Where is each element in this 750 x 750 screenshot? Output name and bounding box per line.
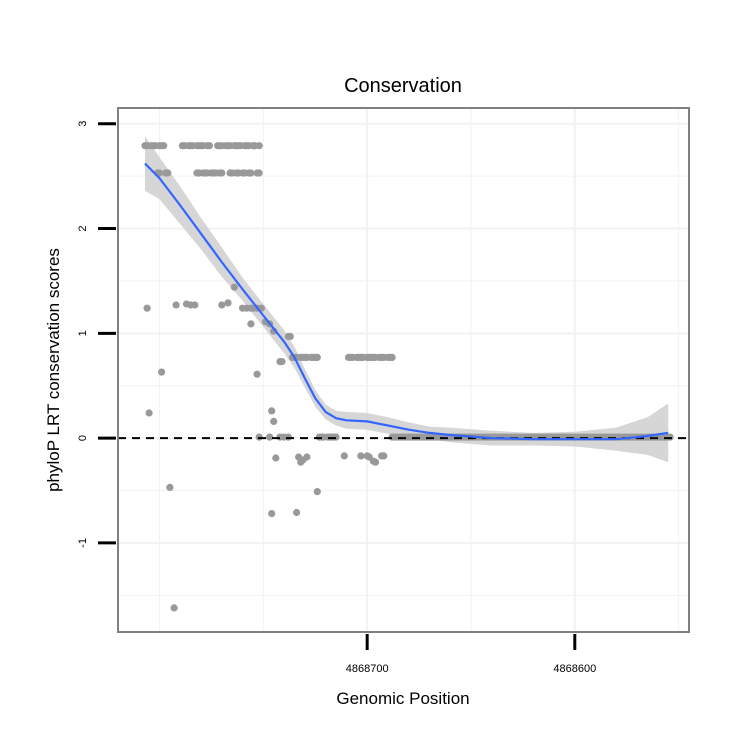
data-point	[278, 358, 286, 366]
data-point	[170, 604, 178, 612]
x-axis: 4868700 4868600	[346, 634, 596, 675]
y-axis: -1 0 1 2 3	[77, 121, 116, 548]
x-axis-label: Genomic Position	[336, 689, 469, 708]
data-point	[371, 458, 380, 466]
data-point	[247, 320, 255, 328]
data-point	[160, 142, 168, 150]
data-point	[357, 452, 365, 460]
data-point	[143, 304, 151, 312]
panel-border	[117, 107, 690, 633]
y-tick-label: 2	[77, 225, 89, 231]
data-point	[145, 409, 153, 417]
data-point	[230, 283, 238, 291]
data-point	[268, 509, 276, 518]
data-point	[255, 433, 263, 441]
data-point	[155, 169, 164, 177]
data-point	[191, 301, 199, 309]
data-point	[284, 433, 292, 441]
y-tick-label: -1	[77, 538, 89, 548]
data-point	[293, 508, 301, 517]
data-point	[286, 332, 294, 341]
data-point	[268, 407, 276, 415]
y-tick-label: 0	[77, 435, 89, 441]
data-point	[224, 299, 232, 307]
data-point	[255, 169, 263, 177]
data-point	[380, 452, 388, 460]
data-point	[272, 454, 280, 462]
y-tick-label: 3	[77, 121, 89, 127]
data-point	[253, 370, 261, 378]
data-point	[270, 417, 278, 425]
data-point	[313, 353, 321, 361]
data-point	[166, 483, 174, 491]
data-point	[340, 452, 348, 460]
data-point	[172, 301, 180, 309]
data-point	[332, 433, 340, 441]
data-point	[666, 433, 674, 441]
panel-background	[118, 108, 689, 632]
smooth-curve-layer	[144, 162, 669, 441]
data-point	[218, 169, 226, 177]
data-point	[303, 453, 311, 461]
data-point	[266, 433, 274, 441]
y-tick-label: 1	[77, 330, 89, 336]
x-tick-label: 4868600	[553, 663, 596, 675]
data-point	[388, 353, 396, 361]
x-tick-label: 4868700	[346, 663, 389, 675]
smooth-curve	[144, 162, 669, 441]
data-point	[255, 142, 263, 150]
data-point	[205, 142, 213, 150]
data-point	[313, 488, 321, 496]
plot-panel	[117, 107, 690, 633]
data-point	[164, 169, 172, 177]
grid-lines	[118, 108, 689, 632]
chart-title: Conservation	[344, 75, 462, 97]
y-axis-label: phyloP LRT conservation scores	[44, 248, 63, 492]
data-point	[158, 368, 166, 376]
data-point	[218, 301, 226, 309]
data-point	[247, 169, 255, 177]
